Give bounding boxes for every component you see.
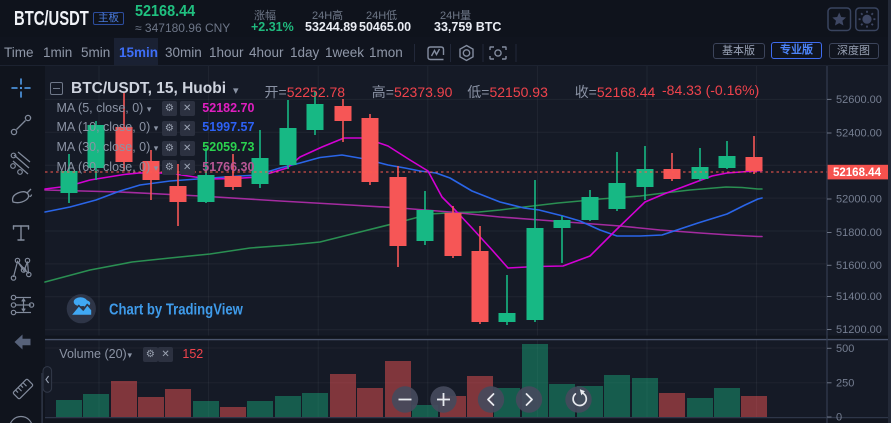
svg-text:250: 250 (836, 378, 854, 390)
svg-text:Chart by TradingView: Chart by TradingView (109, 301, 243, 318)
svg-text:0: 0 (836, 412, 842, 423)
svg-text:52000.00: 52000.00 (836, 194, 882, 206)
svg-text:52400.00: 52400.00 (836, 128, 882, 140)
svg-text:51400.00: 51400.00 (836, 291, 882, 303)
svg-text:52168.44: 52168.44 (833, 167, 882, 179)
svg-text:51200.00: 51200.00 (836, 324, 882, 336)
svg-text:51600.00: 51600.00 (836, 260, 882, 272)
svg-text:52600.00: 52600.00 (836, 94, 882, 106)
svg-text:500: 500 (836, 343, 854, 355)
svg-text:51800.00: 51800.00 (836, 227, 882, 239)
